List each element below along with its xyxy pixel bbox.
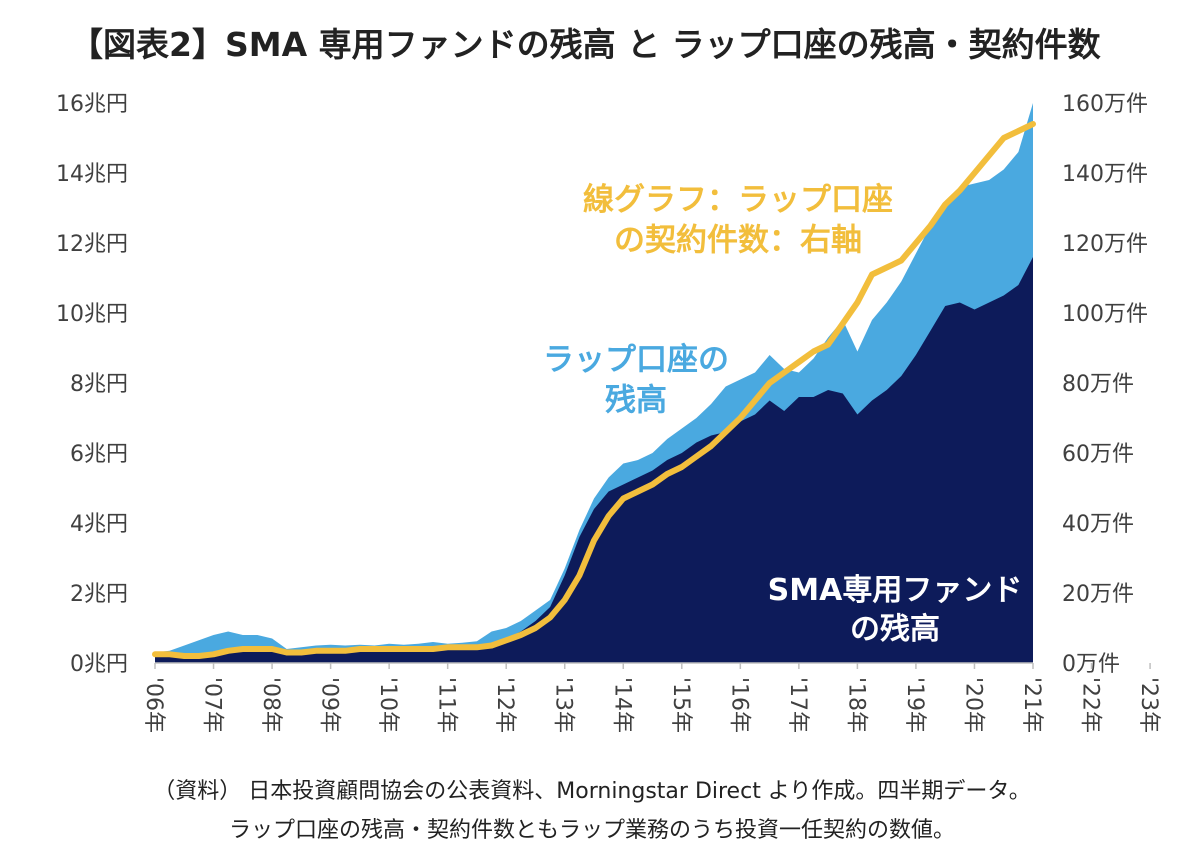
sma-balance-label: SMA専用ファンドの残高 xyxy=(768,573,1023,647)
right-axis-tick-label: 160万件 xyxy=(1062,92,1148,117)
right-axis-tick-label: 80万件 xyxy=(1062,372,1134,397)
left-axis-tick-label: 14兆円 xyxy=(56,162,128,187)
left-axis-tick-label: 10兆円 xyxy=(56,302,128,327)
chart: 0兆円2兆円4兆円6兆円8兆円10兆円12兆円14兆円16兆円0万件20万件40… xyxy=(56,92,1161,733)
x-axis-tick-label: '09年 xyxy=(317,677,342,733)
left-axis-tick-label: 2兆円 xyxy=(70,582,128,607)
x-axis-tick-label: '16年 xyxy=(726,677,751,733)
left-axis-tick-label: 16兆円 xyxy=(56,92,128,117)
x-axis-tick-label: '14年 xyxy=(609,677,634,733)
x-axis-tick-label: '19年 xyxy=(902,677,927,733)
data-note: ラップ口座の残高・契約件数ともラップ業務のうち投資一任契約の数値。 xyxy=(228,818,955,843)
right-axis-tick-label: 60万件 xyxy=(1062,442,1134,467)
left-axis-tick-label: 0兆円 xyxy=(70,652,128,677)
right-axis-tick-label: 20万件 xyxy=(1062,582,1134,607)
right-axis-tick-label: 100万件 xyxy=(1062,302,1148,327)
x-axis-tick-label: '20年 xyxy=(960,677,985,733)
wrap-balance-label: ラップ口座の残高 xyxy=(543,342,729,418)
x-axis-tick-label: '12年 xyxy=(492,677,517,733)
contracts-line-label: 線グラフ：ラップ口座の契約件数：右軸 xyxy=(583,182,893,258)
x-axis-tick-label: '23年 xyxy=(1136,677,1161,733)
left-axis-tick-label: 12兆円 xyxy=(56,232,128,257)
x-axis-tick-label: '15年 xyxy=(668,677,693,733)
x-axis-tick-label: '08年 xyxy=(258,677,283,733)
x-axis-tick-label: '06年 xyxy=(141,677,166,733)
left-axis-tick-label: 6兆円 xyxy=(70,442,128,467)
x-axis-tick-label: '10年 xyxy=(375,677,400,733)
x-axis-tick-label: '11年 xyxy=(434,677,459,733)
left-axis-tick-label: 8兆円 xyxy=(70,372,128,397)
source-note: （資料） 日本投資顧問協会の公表資料、Morningstar Direct より… xyxy=(153,779,1031,804)
x-axis-tick-label: '18年 xyxy=(843,677,868,733)
contracts-line xyxy=(152,121,1036,659)
right-axis-tick-label: 140万件 xyxy=(1062,162,1148,187)
x-axis-tick-label: '22年 xyxy=(1078,677,1103,733)
x-axis-tick-label: '07年 xyxy=(200,677,225,733)
x-axis-tick-label: '17年 xyxy=(785,677,810,733)
chart-title: 【図表2】SMA 専用ファンドの残高 と ラップ口座の残高・契約件数 xyxy=(70,25,1101,64)
sma-balance-area xyxy=(155,257,1033,663)
right-axis-tick-label: 40万件 xyxy=(1062,512,1134,537)
x-axis-tick-label: '13年 xyxy=(551,677,576,733)
x-axis-tick-label: '21年 xyxy=(1019,677,1044,733)
right-axis-tick-label: 120万件 xyxy=(1062,232,1148,257)
left-axis-tick-label: 4兆円 xyxy=(70,512,128,537)
